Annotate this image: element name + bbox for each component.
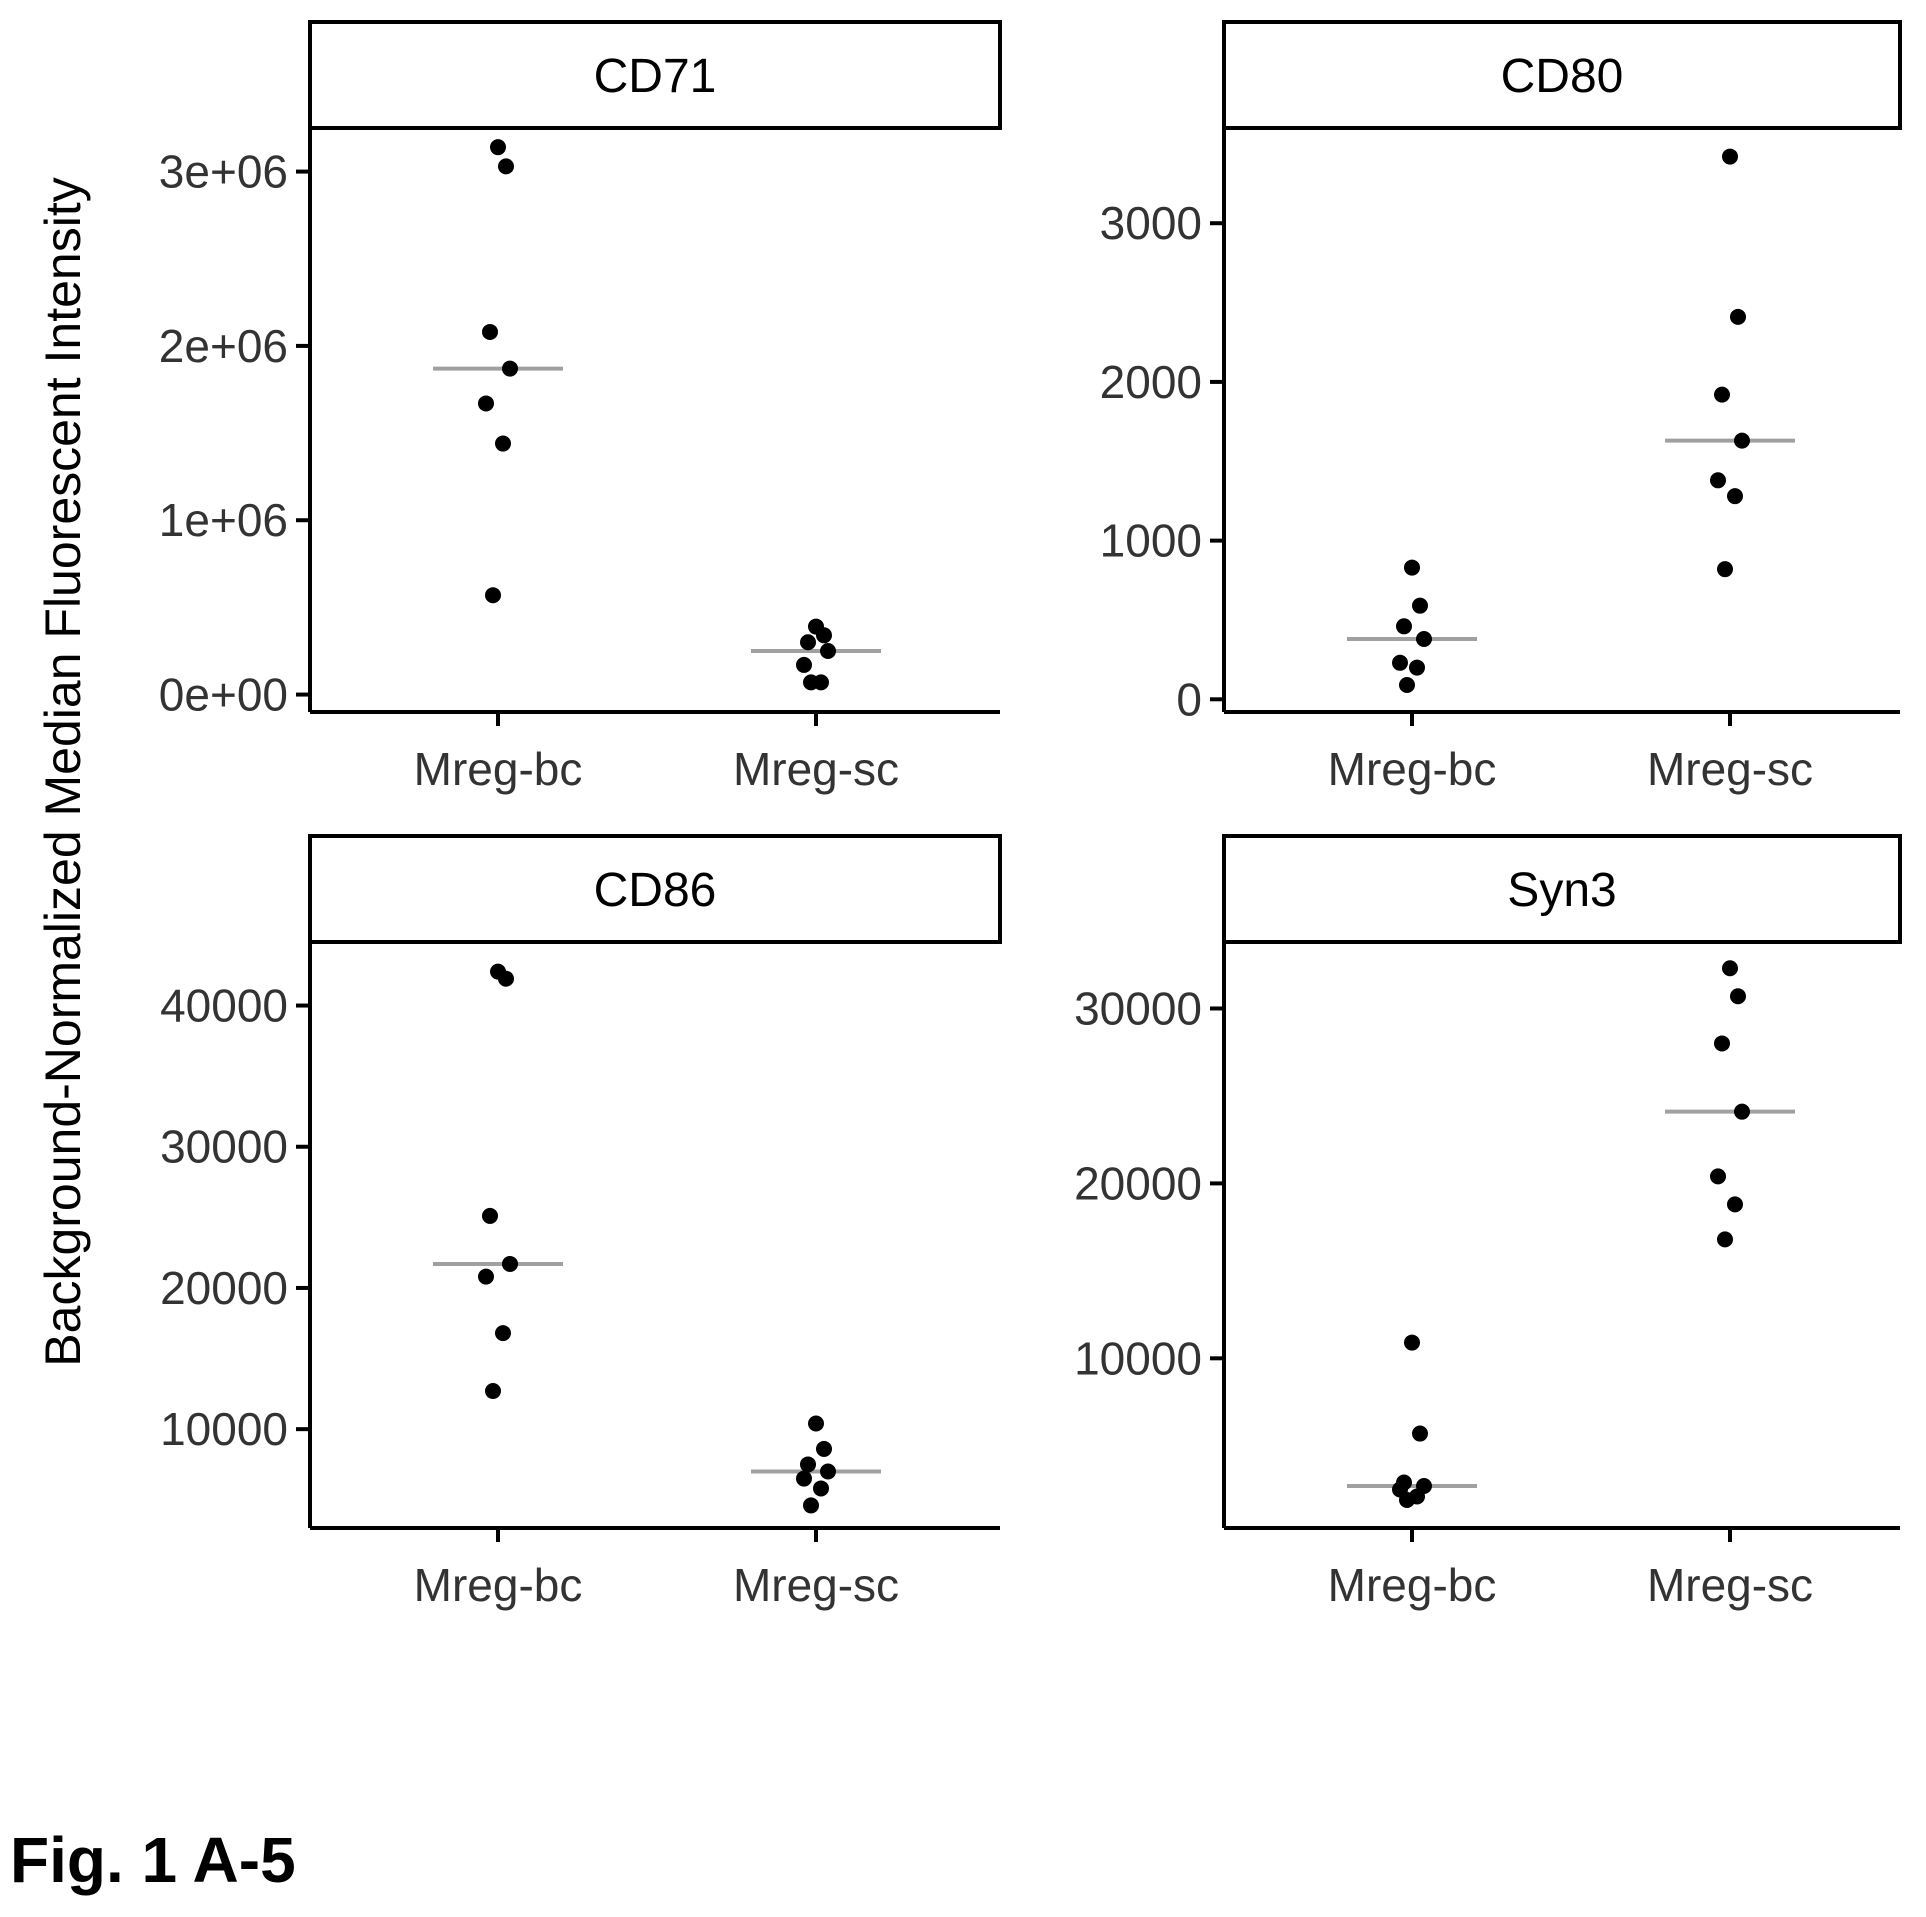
y-tick-label: 10000 [160,1403,288,1455]
data-point [1404,559,1420,576]
data-point [816,627,832,644]
facet-strip-label: Syn3 [1507,864,1616,917]
facet-panel-cd80: CD80 0 1000 2000 3000 Mreg-bc Mreg-sc [1100,20,1902,795]
data-point [1399,1492,1415,1509]
y-axis-label: Background-Normalized Median Fluorescent… [35,177,91,1366]
data-point [485,587,501,604]
data-point [490,139,506,156]
data-point [803,1497,819,1514]
data-point [820,1463,836,1480]
data-point [482,323,498,340]
y-tick-label: 20000 [1074,1157,1202,1209]
data-point [498,158,514,175]
facet-strip-label: CD71 [594,50,717,103]
data-point [1396,618,1412,635]
data-point [1717,1231,1733,1248]
data-point [1399,677,1415,694]
y-tick-label: 3000 [1100,197,1202,249]
data-point [796,656,812,673]
y-tick-label: 2000 [1100,356,1202,408]
y-tick-label: 1000 [1100,515,1202,567]
data-point [1710,1168,1726,1185]
y-tick-label: 30000 [1074,982,1202,1034]
y-tick-label: 2e+06 [159,320,288,372]
x-tick-label: Mreg-bc [414,1559,583,1611]
data-point [1734,1103,1750,1120]
data-point [1404,1334,1420,1351]
y-tick-label: 1e+06 [159,494,288,546]
data-point [816,1440,832,1457]
y-tick-label: 40000 [160,980,288,1032]
data-point [502,360,518,377]
facet-panel-cd71: CD71 0e+00 1e+06 2e+06 3e+06 Mreg-bc Mreg-sc [159,20,1002,795]
data-point [1392,654,1408,671]
x-tick-label: Mreg-bc [1328,743,1497,795]
facet-strip [308,20,1002,130]
y-tick-label: 30000 [160,1121,288,1173]
y-tick-label: 0e+00 [159,669,288,721]
data-point [820,642,836,659]
data-point [813,1480,829,1497]
facet-panel-syn3: Syn3 10000 20000 30000 Mreg-bc Mreg-sc [1074,834,1902,1611]
data-point [1717,561,1733,578]
data-point [800,634,816,651]
x-tick-label: Mreg-bc [1328,1559,1497,1611]
figure-label: Fig. 1 A-5 [10,1824,296,1896]
y-tick-label: 0 [1176,673,1202,725]
data-point [1722,148,1738,165]
facet-strip [1222,834,1902,944]
facet-panel-cd86: CD86 10000 20000 30000 40000 Mreg-bc Mreg-sc [160,834,1002,1611]
data-point [495,1325,511,1342]
data-point [1714,1035,1730,1052]
facet-strip-label: CD80 [1501,50,1624,103]
data-point [478,395,494,412]
data-point [1714,386,1730,403]
data-point [1416,631,1432,647]
x-tick-label: Mreg-sc [1647,743,1813,795]
data-point [1727,1196,1743,1213]
data-point [1730,988,1746,1005]
data-point [485,1383,501,1400]
x-tick-label: Mreg-sc [733,743,899,795]
facet-strip [308,834,1002,944]
y-tick-label: 20000 [160,1262,288,1314]
data-point [1727,488,1743,505]
data-point [1734,432,1750,449]
y-tick-label: 10000 [1074,1332,1202,1384]
data-point [803,674,819,691]
y-tick-label: 3e+06 [159,146,288,198]
x-tick-label: Mreg-sc [1647,1559,1813,1611]
data-point [1412,1425,1428,1442]
data-point [1409,659,1425,676]
x-tick-label: Mreg-bc [414,743,583,795]
facet-strip [1222,20,1902,130]
data-point [482,1207,498,1224]
data-point [808,1415,824,1432]
x-tick-label: Mreg-sc [733,1559,899,1611]
data-point [1722,960,1738,977]
data-point [1412,597,1428,614]
data-point [1710,472,1726,489]
data-point [495,435,511,452]
data-point [1730,308,1746,325]
facet-strip-label: CD86 [594,864,717,917]
data-point [498,970,514,987]
data-point [800,1456,816,1473]
data-point [502,1255,518,1272]
data-point [478,1268,494,1285]
data-point [796,1470,812,1487]
